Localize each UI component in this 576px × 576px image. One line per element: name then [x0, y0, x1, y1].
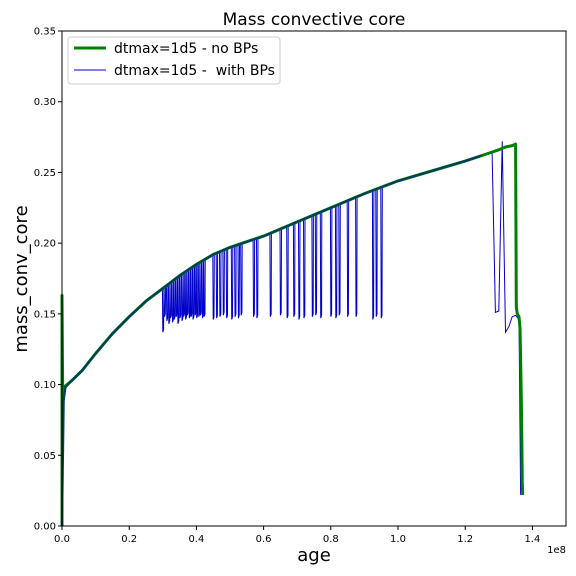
series-with-bps-dip — [190, 267, 193, 317]
y-tick-label: 0.15 — [34, 309, 56, 320]
series-with-bps-dip — [219, 251, 222, 317]
series-with-bps-dip — [319, 211, 323, 319]
x-axis: 0.0 0.2 0.4 0.6 0.8 1.0 1.2 1.4 — [54, 526, 540, 545]
chart-title: Mass convective core — [223, 10, 406, 30]
series-with-bps-dip — [292, 223, 296, 317]
series-with-bps-dip — [256, 238, 259, 319]
legend-box — [67, 36, 281, 85]
plot-frame — [61, 30, 567, 527]
series-with-bps-dip — [199, 261, 202, 316]
x-axis-offset-label: 1e8 — [547, 545, 566, 556]
x-tick-label: 0.8 — [323, 534, 339, 545]
x-tick-label: 1.2 — [457, 534, 473, 545]
y-tick-label: 0.35 — [34, 27, 56, 38]
series-with-bps-dip — [163, 287, 167, 317]
series-with-bps-dip — [234, 245, 237, 317]
x-tick-label: 1.0 — [390, 534, 406, 545]
series-with-bps-dip — [184, 271, 188, 320]
series-with-bps-dip — [252, 239, 256, 317]
plot-area — [60, 141, 525, 527]
x-axis-title: age — [297, 545, 331, 566]
series-with-bps-dip — [181, 274, 184, 322]
series-with-bps-dip — [314, 214, 318, 316]
series-with-bps-dip — [279, 228, 282, 316]
y-tick-label: 0.20 — [34, 239, 56, 250]
series-with-bps-dip — [186, 270, 189, 316]
series-with-bps-dip — [161, 288, 165, 333]
series-with-bps-dip — [346, 200, 350, 317]
series-with-bps-dip — [182, 272, 186, 317]
series-with-bps-dip — [169, 282, 173, 319]
series-with-bps-dip — [230, 246, 234, 320]
series-with-bps-dip — [303, 219, 306, 319]
series-with-bps-line — [61, 141, 522, 527]
legend-label-no-bps: dtmax=1d5 - no BPs — [114, 41, 258, 57]
series-with-bps-dip — [334, 205, 338, 319]
series-with-bps-dip — [215, 252, 219, 319]
x-tick-label: 0.0 — [54, 534, 70, 545]
series-with-bps-dip — [269, 233, 272, 317]
series-no-bps-line — [60, 142, 525, 526]
series-with-bps-dip — [167, 283, 171, 324]
legend-label-with-bps: dtmax=1d5 - with BPs — [114, 63, 275, 79]
series-with-bps-dip — [380, 187, 383, 319]
series-with-bps-dip — [195, 264, 199, 319]
series-with-bps-dip — [237, 244, 240, 319]
series-with-bps-dip — [192, 266, 195, 320]
series-with-bps-dip — [329, 207, 333, 317]
series-with-bps-dip — [371, 190, 375, 320]
series-with-bps-dip — [222, 250, 225, 316]
series-with-bps-dip — [355, 197, 358, 317]
series-with-bps-dip — [240, 243, 243, 316]
series-overlap-line — [60, 154, 483, 527]
y-axis-title: mass_conv_core — [11, 205, 32, 352]
series-with-bps-dip — [286, 226, 289, 319]
series-with-bps-dip — [165, 285, 169, 322]
x-tick-label: 0.6 — [256, 534, 272, 545]
y-tick-label: 0.25 — [34, 168, 56, 179]
series-with-bps-dip — [171, 280, 175, 323]
series-with-bps-dip — [225, 248, 229, 319]
y-tick-label: 0.30 — [34, 97, 56, 108]
series-with-bps-dip — [298, 221, 301, 320]
series-with-bps-dip — [375, 189, 378, 317]
legend: dtmax=1d5 - no BPs dtmax=1d5 - with BPs — [67, 36, 281, 85]
y-axis: 0.00 0.05 0.10 0.15 0.20 0.25 0.30 0.35 — [34, 27, 62, 533]
x-tick-label: 1.4 — [524, 534, 540, 545]
x-tick-label: 0.4 — [188, 534, 204, 545]
series-with-bps-dip — [179, 275, 182, 319]
x-tick-label: 0.2 — [121, 534, 137, 545]
series-with-bps-dip — [173, 279, 176, 320]
y-tick-label: 0.05 — [34, 451, 56, 462]
series-with-bps-dip — [311, 215, 314, 317]
y-tick-label: 0.00 — [34, 522, 56, 533]
series-with-bps-dip — [177, 276, 180, 324]
series-with-bps-dip — [203, 259, 206, 317]
series-with-bps-dip — [212, 254, 215, 320]
y-tick-label: 0.10 — [34, 380, 56, 391]
series-with-bps-dip — [338, 204, 341, 316]
